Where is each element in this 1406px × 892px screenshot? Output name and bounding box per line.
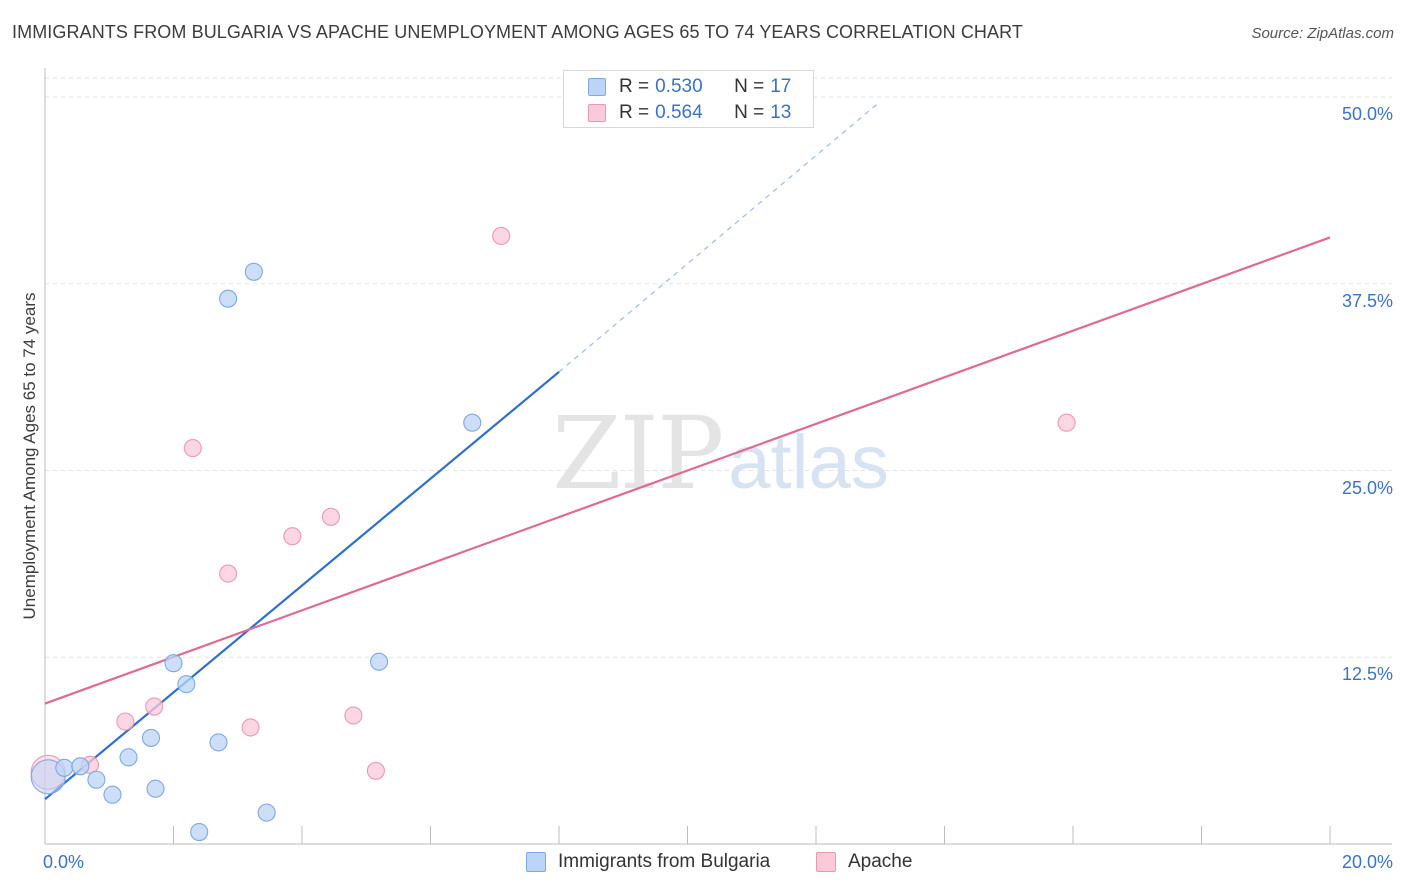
legend-row-bulgaria: R = 0.530 N = 17: [588, 76, 791, 98]
point-bulgaria: [103, 785, 122, 804]
axis-layer: [44, 68, 1392, 845]
legend-r-value: 0.564: [655, 102, 703, 123]
point-layer: [30, 226, 1076, 842]
series-legend: Immigrants from Bulgaria Apache: [0, 851, 1406, 877]
legend-n-value: 17: [770, 76, 792, 97]
point-apache: [344, 706, 363, 725]
legend-r-value: 0.530: [655, 76, 703, 97]
point-apache: [366, 761, 385, 780]
point-apache: [241, 718, 260, 737]
grid-layer: [45, 77, 1392, 658]
y-tick-label: 25.0%: [1341, 477, 1393, 498]
series-legend-apache[interactable]: Apache: [816, 851, 912, 873]
series-swatch-pink: [816, 852, 836, 872]
point-bulgaria: [164, 654, 183, 673]
trendline-apache: [44, 236, 1331, 705]
legend-n-label: N =: [734, 102, 765, 123]
point-apache: [116, 712, 135, 731]
series-legend-bulgaria[interactable]: Immigrants from Bulgaria: [526, 851, 770, 873]
series-label-apache: Apache: [848, 851, 913, 872]
y-tick-label: 37.5%: [1341, 290, 1393, 311]
trendline-bulgaria-extension: [558, 101, 881, 373]
point-apache: [219, 564, 238, 583]
point-bulgaria: [87, 770, 106, 789]
series-swatch-blue: [526, 852, 546, 872]
y-tick-label: 12.5%: [1341, 664, 1393, 685]
point-apache: [283, 527, 302, 546]
point-apache: [1057, 413, 1076, 432]
point-bulgaria: [209, 733, 228, 752]
trend-layer: [44, 101, 1331, 801]
point-bulgaria: [219, 289, 238, 308]
point-bulgaria: [55, 758, 74, 777]
point-bulgaria: [244, 262, 263, 281]
point-bulgaria: [146, 779, 165, 798]
legend-n-value: 13: [770, 102, 792, 123]
series-label-bulgaria: Immigrants from Bulgaria: [558, 851, 771, 872]
point-bulgaria: [190, 822, 209, 842]
point-bulgaria: [141, 728, 161, 747]
y-axis-label: Unemployment Among Ages 65 to 74 years: [20, 292, 39, 620]
x-tick-label-min: 0.0%: [43, 852, 85, 872]
point-bulgaria: [370, 652, 389, 671]
y-tick-label: 50.0%: [1341, 104, 1393, 124]
legend-row-apache: R = 0.564 N = 13: [588, 102, 791, 124]
point-bulgaria: [177, 675, 196, 694]
chart-title: IMMIGRANTS FROM BULGARIA VS APACHE UNEMP…: [12, 22, 1023, 42]
point-bulgaria: [257, 803, 276, 822]
point-bulgaria: [119, 748, 138, 767]
x-tick-label-max: 20.0%: [1341, 852, 1393, 872]
correlation-legend: R = 0.530 N = 17 R = 0.564 N = 13: [563, 70, 814, 128]
point-apache: [321, 507, 340, 526]
legend-r-label: R =: [619, 76, 650, 97]
legend-n-label: N =: [734, 76, 765, 97]
legend-r-label: R =: [619, 102, 650, 123]
point-apache: [183, 439, 202, 458]
trendline-bulgaria: [44, 371, 560, 801]
legend-swatch-pink: [588, 104, 606, 122]
legend-swatch-blue: [588, 78, 606, 96]
point-apache: [145, 697, 164, 716]
point-bulgaria: [463, 413, 482, 432]
source-credit: Source: ZipAtlas.com: [1251, 25, 1394, 42]
point-apache: [492, 226, 511, 245]
point-bulgaria: [71, 757, 90, 776]
